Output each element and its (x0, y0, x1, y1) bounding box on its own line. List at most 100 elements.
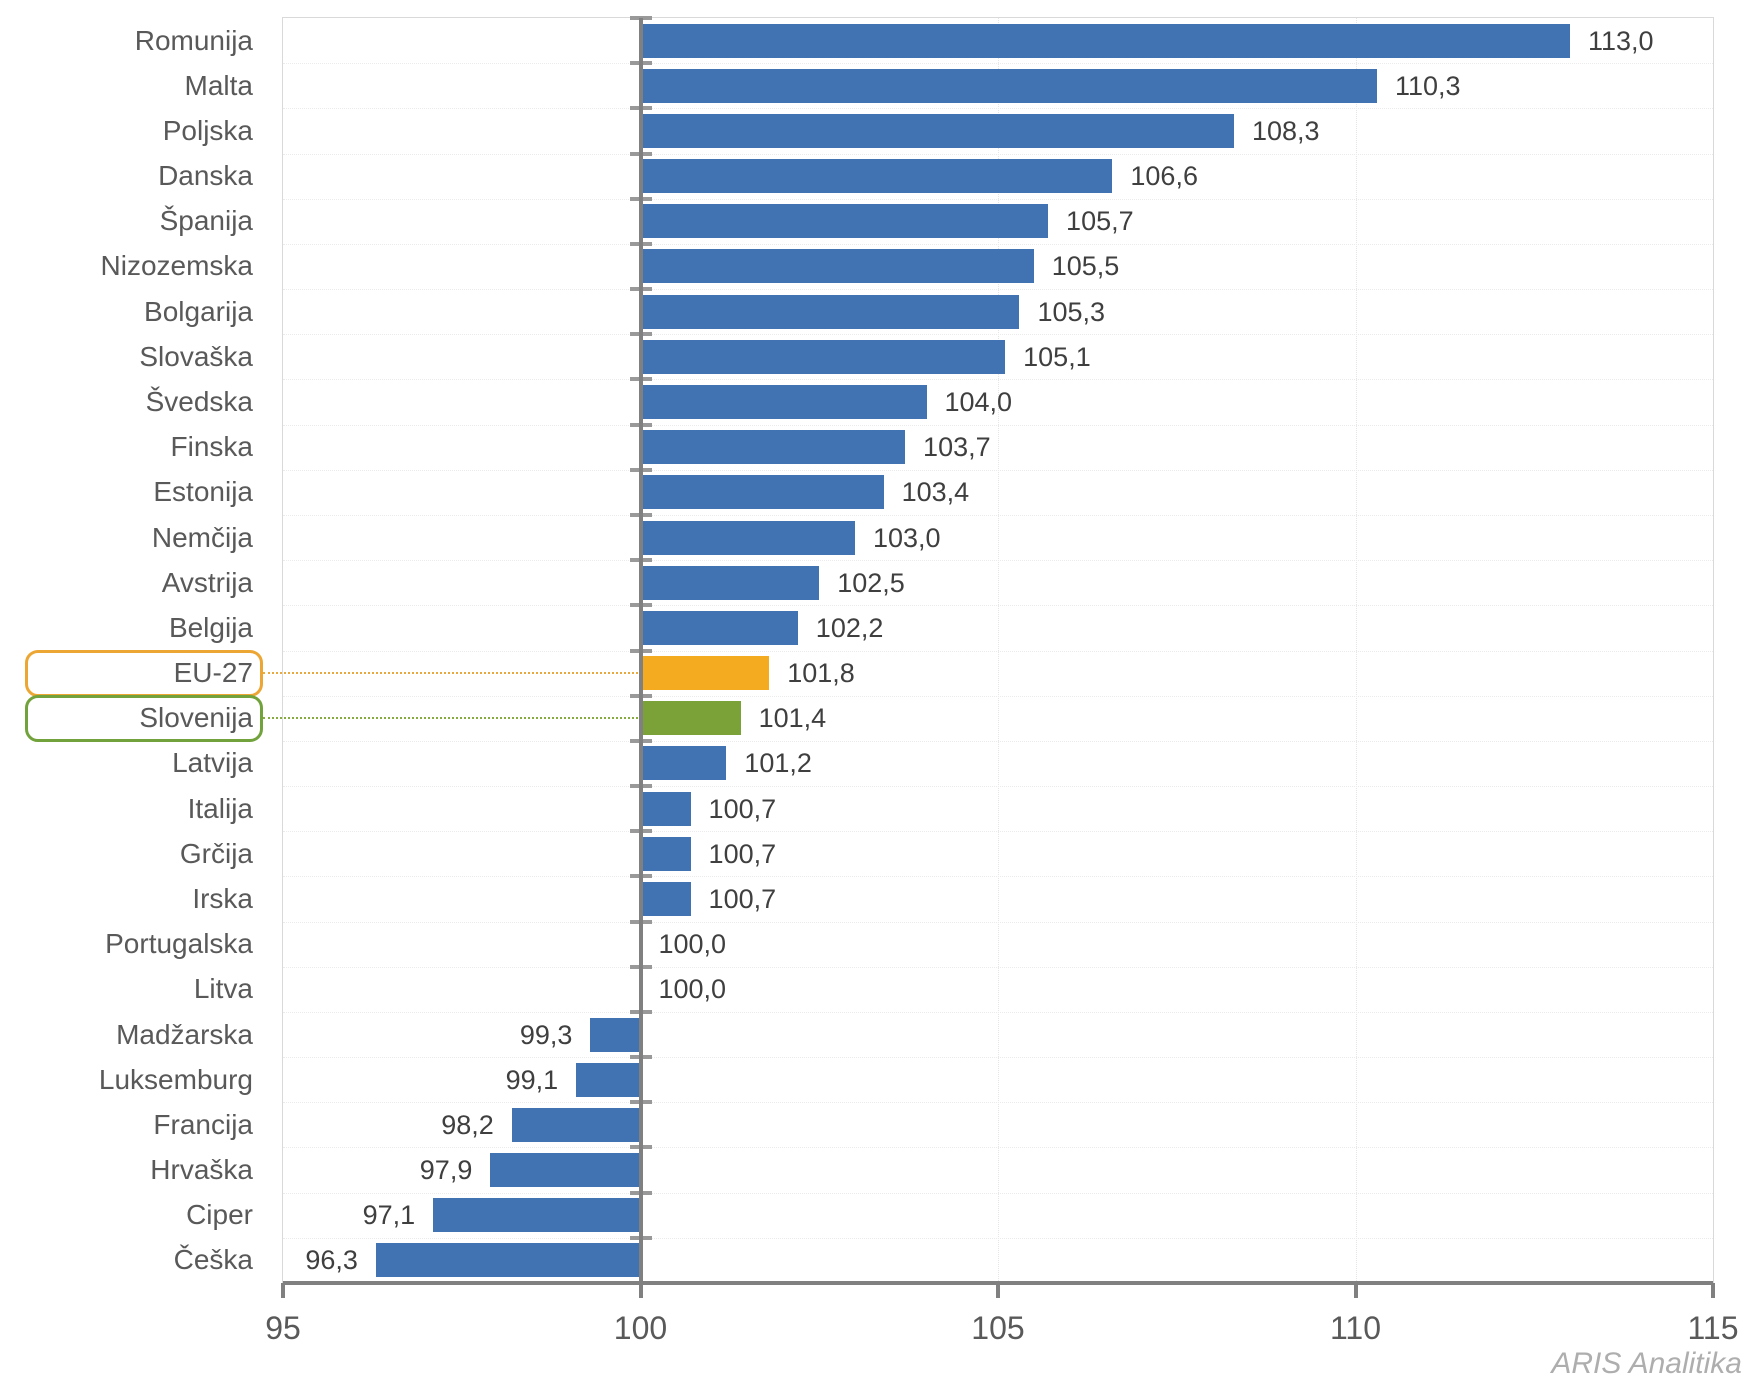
row-separator (283, 650, 1713, 652)
bar-nizozemska (640, 249, 1034, 284)
category-label-eu-27: EU-27 (173, 657, 253, 689)
row-separator (283, 560, 1713, 562)
x-axis-tick-label: 105 (971, 1310, 1025, 1346)
bar-slova-ka (640, 339, 1006, 374)
category-label-irska: Irska (192, 882, 253, 914)
value-label: 110,3 (1394, 70, 1461, 101)
value-label: 101,2 (744, 748, 812, 779)
bar--vedska (640, 385, 927, 420)
category-label-malta: Malta (184, 69, 253, 101)
row-separator (283, 63, 1713, 65)
value-label: 99,1 (505, 1064, 559, 1095)
value-label: 105,3 (1037, 296, 1106, 327)
value-label: 100,0 (658, 974, 727, 1005)
row-separator (283, 108, 1713, 110)
bar-eu-27 (640, 656, 770, 691)
category-label--vedska: Švedska (145, 386, 253, 418)
bar-ciper (433, 1198, 641, 1233)
category-label-latvija: Latvija (172, 747, 253, 779)
value-label: 113,0 (1588, 25, 1654, 56)
category-label-ciper: Ciper (186, 1199, 253, 1231)
bar--e-ka (375, 1243, 641, 1278)
bar-slovenija (640, 701, 741, 736)
row-separator (283, 605, 1713, 607)
category-label-gr-ija: Grčija (179, 837, 253, 869)
row-separator (283, 1011, 1713, 1013)
bar-latvija (640, 746, 727, 781)
bar-francija (511, 1107, 641, 1142)
row-separator (283, 740, 1713, 742)
row-separator (283, 786, 1713, 788)
value-label: 100,7 (708, 838, 777, 869)
category-label-romunija: Romunija (134, 24, 253, 56)
category-label-luksemburg: Luksemburg (98, 1063, 253, 1095)
bar-luksemburg (576, 1062, 641, 1097)
row-separator (283, 966, 1713, 968)
row-separator (283, 921, 1713, 923)
bar-danska (640, 159, 1113, 194)
eu-27-highlight-box (25, 649, 263, 697)
row-separator (283, 1057, 1713, 1059)
bar-italija (640, 791, 691, 826)
slovenija-highlight-box (25, 694, 263, 742)
row-separator (283, 876, 1713, 878)
x-axis-tick-label: 110 (1329, 1310, 1381, 1346)
category-label--e-ka: Češka (173, 1244, 253, 1276)
x-axis-tick-label: 115 (1687, 1310, 1739, 1346)
category-label--panija: Španija (159, 205, 253, 237)
bar-nem-ija (640, 520, 855, 555)
bar-bolgarija (640, 294, 1020, 329)
value-label: 99,3 (519, 1019, 573, 1050)
value-label: 96,3 (305, 1245, 358, 1276)
x-axis-tick (1711, 1283, 1715, 1298)
value-label: 108,3 (1251, 115, 1320, 146)
bar-gr-ija (640, 836, 691, 871)
row-separator (283, 198, 1713, 200)
row-separator (283, 334, 1713, 336)
x-axis-tick (1353, 1283, 1358, 1298)
category-label-italija: Italija (187, 792, 253, 824)
value-label: 102,5 (837, 567, 905, 598)
bar-finska (640, 430, 906, 465)
category-label-nizozemska: Nizozemska (100, 250, 253, 282)
row-separator (283, 514, 1713, 516)
x-axis-tick-label: 100 (613, 1310, 668, 1346)
value-label: 106,6 (1130, 161, 1198, 192)
row-separator (283, 469, 1713, 471)
row-separator (283, 424, 1713, 426)
bar-irska (640, 881, 691, 916)
bar-belgija (640, 610, 798, 645)
row-separator (283, 831, 1713, 833)
row-separator (283, 1102, 1713, 1104)
category-label-estonija: Estonija (153, 476, 253, 508)
row-separator (283, 1237, 1713, 1239)
category-label-bolgarija: Bolgarija (144, 295, 253, 327)
row-separator (283, 153, 1713, 155)
bar-poljska (640, 113, 1234, 148)
category-label-portugalska: Portugalska (105, 928, 253, 960)
category-label-nem-ija: Nemčija (151, 521, 253, 553)
bar-avstrija (640, 565, 820, 600)
category-label-danska: Danska (158, 160, 253, 192)
value-label: 103,4 (901, 477, 970, 508)
leader-line (263, 672, 638, 675)
x-axis-tick-label: 95 (265, 1310, 301, 1346)
value-label: 103,7 (923, 432, 991, 463)
row-separator (283, 1147, 1713, 1149)
bar--panija (640, 204, 1049, 239)
value-label: 97,9 (419, 1155, 473, 1186)
category-label-finska: Finska (170, 431, 253, 463)
category-label-slova-ka: Slovaška (139, 340, 253, 372)
x-axis-tick (281, 1283, 285, 1298)
value-label: 105,7 (1066, 206, 1134, 237)
category-label-litva: Litva (193, 973, 253, 1005)
value-label: 105,1 (1023, 341, 1091, 372)
plot-border (282, 17, 1714, 1283)
bar-hrva-ka (490, 1153, 641, 1188)
row-separator (283, 289, 1713, 291)
bar-malta (640, 68, 1377, 103)
watermark: ARIS Analitika (1551, 1347, 1742, 1380)
value-label: 100,0 (658, 929, 727, 960)
row-separator (283, 1192, 1713, 1194)
